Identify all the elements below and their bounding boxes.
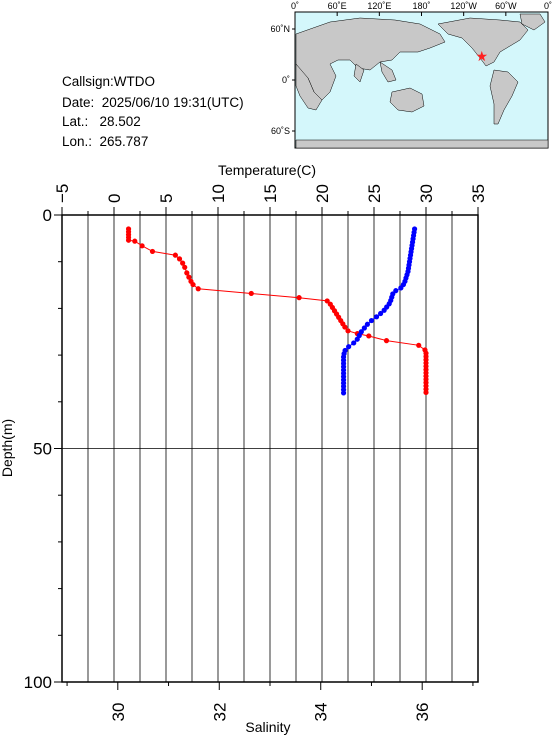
profile-series — [125, 226, 429, 396]
latitude-label: Lat.: 28.502 — [62, 114, 141, 129]
temperature-point — [248, 290, 254, 297]
temperature-axis-title: Temperature(C) — [218, 162, 316, 178]
temperature-point — [366, 333, 372, 339]
temperature-point — [195, 286, 201, 292]
salinity-tick-label: 34 — [312, 703, 331, 722]
map-longitude-ticks: 0˚ 60˚E 120˚E 180˚ 120˚W 60˚W 0˚ — [291, 1, 552, 16]
temperature-axis: −5 0 5 10 15 20 25 30 35 — [53, 184, 488, 215]
salinity-axis-title: Salinity — [245, 719, 290, 735]
temperature-series — [125, 226, 429, 396]
temperature-point — [342, 324, 348, 330]
depth-tick-label: 50 — [33, 440, 52, 459]
salinity-point — [393, 288, 399, 294]
temperature-tick-label: 25 — [365, 184, 384, 203]
temperature-point — [190, 281, 196, 288]
temperature-point — [296, 295, 302, 301]
temperature-tick-label: −5 — [53, 184, 72, 203]
temperature-point — [125, 237, 132, 243]
land-mass — [353, 63, 365, 83]
map-longitude-label: 60˚E — [328, 1, 347, 11]
map-longitude-label: 0˚ — [544, 1, 552, 11]
temperature-tick-label: 30 — [417, 184, 436, 203]
map-land — [295, 13, 549, 149]
salinity-point — [381, 307, 387, 313]
map-longitude-label: 0˚ — [291, 1, 299, 11]
temperature-point — [172, 252, 178, 258]
temperature-point — [186, 274, 192, 280]
map-longitude-label: 120˚W — [450, 1, 477, 11]
temperature-point — [132, 238, 138, 244]
depth-axis: 0 50 100 — [24, 206, 62, 692]
land-mass — [489, 69, 519, 125]
land-mass — [295, 63, 323, 111]
temperature-tick-label: 0 — [105, 194, 124, 203]
salinity-point — [340, 390, 347, 396]
salinity-tick-label: 30 — [109, 703, 128, 722]
temperature-tick-label: 10 — [209, 184, 228, 203]
star-icon: ★ — [476, 48, 489, 64]
temperature-tick-label: 20 — [313, 184, 332, 203]
salinity-point — [351, 340, 357, 346]
salinity-tick-label: 32 — [210, 703, 229, 722]
map-longitude-label: 180˚ — [412, 1, 430, 11]
salinity-series — [340, 226, 418, 396]
grid-lines — [62, 215, 478, 682]
depth-tick-label: 0 — [43, 206, 52, 225]
callsign-label: Callsign:WTDO — [62, 74, 156, 89]
world-map: 0˚ 60˚E 120˚E 180˚ 120˚W 60˚W 0˚ 60˚N 0˚ 60˚S ★ — [270, 1, 552, 149]
salinity-point — [398, 285, 404, 291]
temperature-point — [324, 298, 330, 304]
temperature-point — [423, 389, 429, 396]
temperature-point — [139, 243, 145, 249]
date-label: Date: 2025/06/10 19:31(UTC) — [62, 95, 244, 110]
salinity-point — [361, 325, 367, 331]
map-latitude-label: 60˚N — [270, 24, 290, 34]
map-latitude-ticks: 60˚N 0˚ 60˚S — [270, 24, 295, 136]
salinity-axis: 30 32 34 36 — [66, 682, 474, 722]
temperature-point — [383, 338, 390, 344]
salinity-point — [377, 310, 384, 317]
temperature-line — [128, 229, 427, 393]
salinity-point — [364, 321, 371, 327]
longitude-label: Lon.: 265.787 — [62, 134, 149, 149]
map-latitude-label: 0˚ — [282, 75, 290, 85]
land-mass — [295, 139, 549, 149]
temperature-point — [416, 342, 422, 348]
land-mass — [389, 87, 425, 113]
temperature-point — [182, 264, 188, 270]
temperature-point — [180, 260, 186, 266]
land-mass — [379, 61, 397, 83]
map-latitude-label: 60˚S — [271, 126, 290, 136]
salinity-tick-label: 36 — [413, 703, 432, 722]
temperature-point — [149, 248, 156, 255]
land-mass — [437, 17, 529, 67]
salinity-point — [373, 314, 380, 320]
temperature-point — [176, 256, 183, 262]
salinity-point — [346, 344, 352, 350]
temperature-point — [184, 270, 190, 276]
salinity-point — [368, 317, 375, 324]
temperature-tick-label: 35 — [469, 184, 488, 203]
temperature-tick-label: 5 — [157, 194, 176, 203]
salinity-point — [354, 336, 360, 342]
map-longitude-label: 120˚E — [367, 1, 391, 11]
temperature-point — [345, 328, 351, 334]
depth-tick-label: 100 — [24, 673, 52, 692]
salinity-line — [343, 228, 416, 393]
depth-axis-title: Depth(m) — [0, 419, 15, 477]
temperature-tick-label: 15 — [261, 184, 280, 203]
land-mass — [519, 13, 546, 31]
map-longitude-label: 60˚W — [495, 1, 517, 11]
